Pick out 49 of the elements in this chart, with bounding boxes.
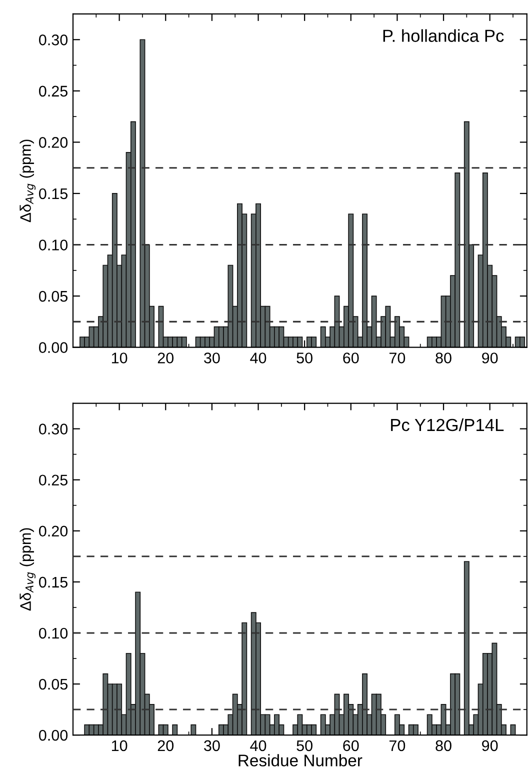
y-axis-title: Δδ$_{Avg}$ (ppm) [20,140,36,222]
y-tick-label: 0.00 [39,342,68,354]
x-tick-label: 80 [436,352,452,364]
annotation: P. hollandica Pc [383,29,504,42]
x-tick-label: 90 [482,352,498,364]
y-tick-label: 0.30 [39,34,68,46]
x-tick-label: 20 [158,352,174,364]
x-tick-label: 30 [204,740,220,752]
y-tick-label: 0.15 [39,576,68,588]
x-tick-label: 70 [389,352,406,364]
y-tick-label: 0.25 [39,474,68,486]
x-tick-label: 80 [436,740,452,752]
x-axis-title: Residue Number [238,754,362,766]
y-tick-label: 0.30 [39,424,68,434]
y-tick-label: 0.20 [39,137,68,148]
x-tick-label: 50 [296,352,312,364]
x-tick-label: 60 [343,352,359,364]
y-tick-label: 0.10 [39,240,68,250]
bar [412,724,418,736]
x-tick-label: 60 [343,740,359,752]
x-tick-label: 10 [112,352,128,364]
y-axis-title: Δδ$_{Avg}$ (ppm) [20,528,36,611]
x-tick-label: 70 [389,740,406,752]
x-tick-label: 10 [112,740,128,752]
y-tick-label: 0.05 [39,290,68,302]
bar [162,724,168,736]
y-tick-label: 0.20 [39,526,68,537]
bar [320,326,326,348]
y-tick-label: 0.15 [39,188,68,200]
y-tick-label: 0.25 [39,86,68,97]
bar [112,193,118,348]
bar [172,724,178,736]
bar [320,714,326,736]
y-tick-label: 0.00 [39,730,68,741]
x-tick-label: 90 [482,740,498,752]
bar [130,121,136,348]
y-tick-label: 0.05 [39,678,68,690]
x-tick-label: 20 [158,740,174,752]
bar [190,724,196,736]
annotation: Pc Y12G/P14L [391,418,504,432]
x-tick-label: 30 [204,352,220,364]
x-tick-label: 40 [250,740,266,752]
y-tick-label: 0.10 [39,628,68,639]
x-tick-label: 50 [296,740,312,752]
bar [510,724,516,736]
bar [464,561,470,736]
bar [181,336,187,348]
bar [426,714,432,736]
x-tick-label: 40 [250,352,266,364]
